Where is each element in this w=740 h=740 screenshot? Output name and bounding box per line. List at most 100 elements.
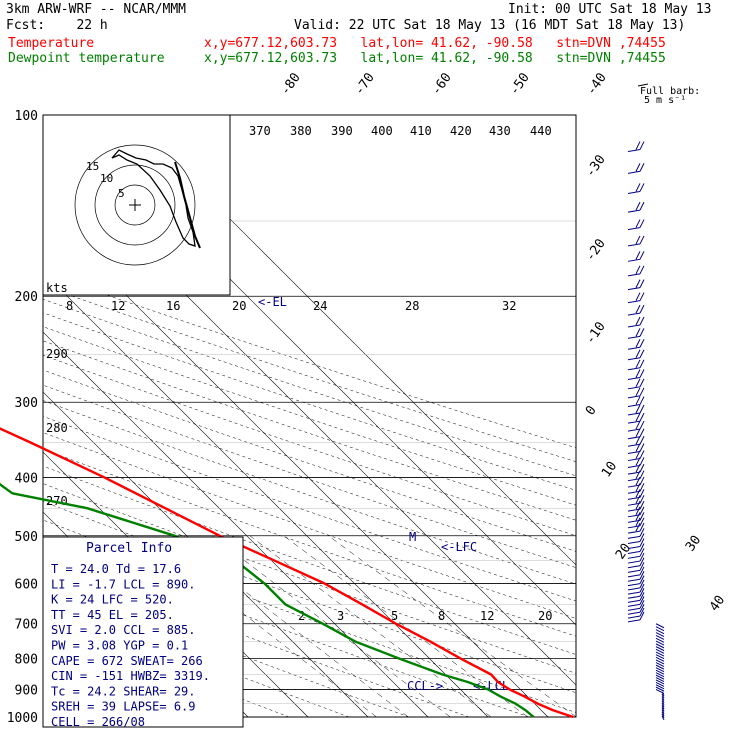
wind-barb xyxy=(655,643,665,649)
wind-barb xyxy=(639,611,645,621)
wind-barb xyxy=(635,292,641,301)
wind-barb xyxy=(655,667,665,673)
mixing-ratio-line xyxy=(328,535,576,717)
wind-barb xyxy=(635,436,641,445)
pressure-tick-label: 200 xyxy=(15,290,38,305)
wind-barb xyxy=(655,684,665,690)
parcel-info-row: T = 24.0 Td = 17.6 xyxy=(51,562,181,576)
hodograph-ring-label: 15 xyxy=(86,160,99,173)
wind-barb xyxy=(627,335,641,339)
wind-barb xyxy=(639,575,645,584)
theta-label: 440 xyxy=(530,124,552,138)
wind-barb xyxy=(627,287,641,291)
wind-barb xyxy=(655,659,665,665)
hodograph-ring-label: 10 xyxy=(100,172,113,185)
wind-barb xyxy=(627,324,641,328)
isotherm-label: -60 xyxy=(429,70,455,98)
isotherm-label: -20 xyxy=(583,236,609,264)
pressure-tick-label: 700 xyxy=(15,618,38,633)
wind-barb xyxy=(627,357,641,361)
wind-barb xyxy=(627,420,641,424)
wind-barb xyxy=(627,595,641,599)
wind-barb xyxy=(635,183,641,192)
isotherm-line xyxy=(43,391,369,717)
wind-barb xyxy=(627,451,641,454)
wind-barb xyxy=(655,629,665,635)
hodograph-speed-label: 24 xyxy=(313,299,327,313)
wind-barb xyxy=(635,428,641,437)
wind-barb xyxy=(627,436,641,440)
wind-barb xyxy=(639,265,645,275)
wind-barb xyxy=(639,548,645,557)
wind-barb xyxy=(635,506,641,516)
wind-barb xyxy=(635,163,641,172)
wind-barb xyxy=(627,227,641,231)
wind-barb xyxy=(627,376,641,380)
wind-barb xyxy=(627,170,641,174)
wind-barb xyxy=(639,378,645,388)
wind-barb xyxy=(627,587,641,591)
wind-barb xyxy=(635,396,641,405)
parcel-info-row: SREH = 39 LAPSE= 6.9 xyxy=(51,700,196,714)
wind-barb xyxy=(655,674,665,680)
wind-barb xyxy=(639,592,645,601)
isotherm-label: -40 xyxy=(584,70,610,98)
mixing-ratio-label: 12 xyxy=(480,609,494,623)
isotherm-label: -50 xyxy=(507,70,533,98)
wind-barb xyxy=(635,265,641,275)
wind-barb xyxy=(639,412,645,422)
wind-barb xyxy=(639,387,645,397)
mixing-ratio-label: 8 xyxy=(438,609,445,623)
dewpoint-profile xyxy=(0,482,535,718)
wind-barb xyxy=(655,637,665,643)
valid-time: Valid: 22 UTC Sat 18 May 13 (16 MDT Sat … xyxy=(294,18,686,33)
wind-barb xyxy=(627,273,641,277)
wind-barb xyxy=(627,535,641,539)
dewpoint-legend-info: x,y=677.12,603.73 lat,lon= 41.62, -90.58… xyxy=(204,51,666,66)
wind-barb xyxy=(627,599,641,603)
mixing-ratio-label: 2 xyxy=(298,609,305,623)
wind-barb xyxy=(639,369,645,378)
wind-barb xyxy=(635,378,641,388)
wind-barb xyxy=(639,251,645,260)
wind-barb xyxy=(639,201,645,211)
wind-barb xyxy=(655,679,665,685)
parcel-info-row: LI = -1.7 LCL = 890. xyxy=(51,577,196,591)
wind-barb xyxy=(627,514,641,518)
full-barb-units: 5 m s⁻¹ xyxy=(644,95,686,106)
isotherm-label: 30 xyxy=(683,533,704,554)
wind-barb xyxy=(639,470,645,479)
wind-barb xyxy=(661,693,665,699)
wind-barb xyxy=(639,436,645,445)
pressure-tick-label: 900 xyxy=(15,683,38,698)
wind-barb xyxy=(661,698,665,703)
el-marker: <-EL xyxy=(258,295,287,309)
wind-barb xyxy=(661,702,665,708)
wind-barb xyxy=(655,654,665,660)
wind-barb xyxy=(655,669,665,675)
isotherm-label: 0 xyxy=(583,403,600,418)
wind-barb xyxy=(635,328,641,337)
wind-barb xyxy=(627,578,641,582)
wind-barb xyxy=(635,387,641,397)
hodograph-ring xyxy=(94,164,176,246)
wind-barb xyxy=(655,648,665,654)
sounding-profiles xyxy=(0,427,574,719)
init-time: Init: 00 UTC Sat 18 May 13 xyxy=(508,2,712,17)
wind-barb xyxy=(635,470,641,479)
wind-barb xyxy=(639,543,645,552)
theta-label: 400 xyxy=(371,124,393,138)
wind-barb xyxy=(627,565,641,569)
wind-barb xyxy=(639,489,645,498)
wind-barb xyxy=(661,711,665,716)
wind-barb xyxy=(635,201,641,211)
wind-barb xyxy=(627,346,641,350)
wind-barb xyxy=(639,219,645,228)
wind-barb xyxy=(639,328,645,337)
wind-barb xyxy=(635,495,641,504)
hodograph-ring-label: 5 xyxy=(118,187,125,200)
parcel-info-panel: Parcel Info T = 24.0 Td = 17.6LI = -1.7 L… xyxy=(42,536,244,729)
wind-barb xyxy=(655,662,665,667)
wind-barb xyxy=(635,141,641,150)
